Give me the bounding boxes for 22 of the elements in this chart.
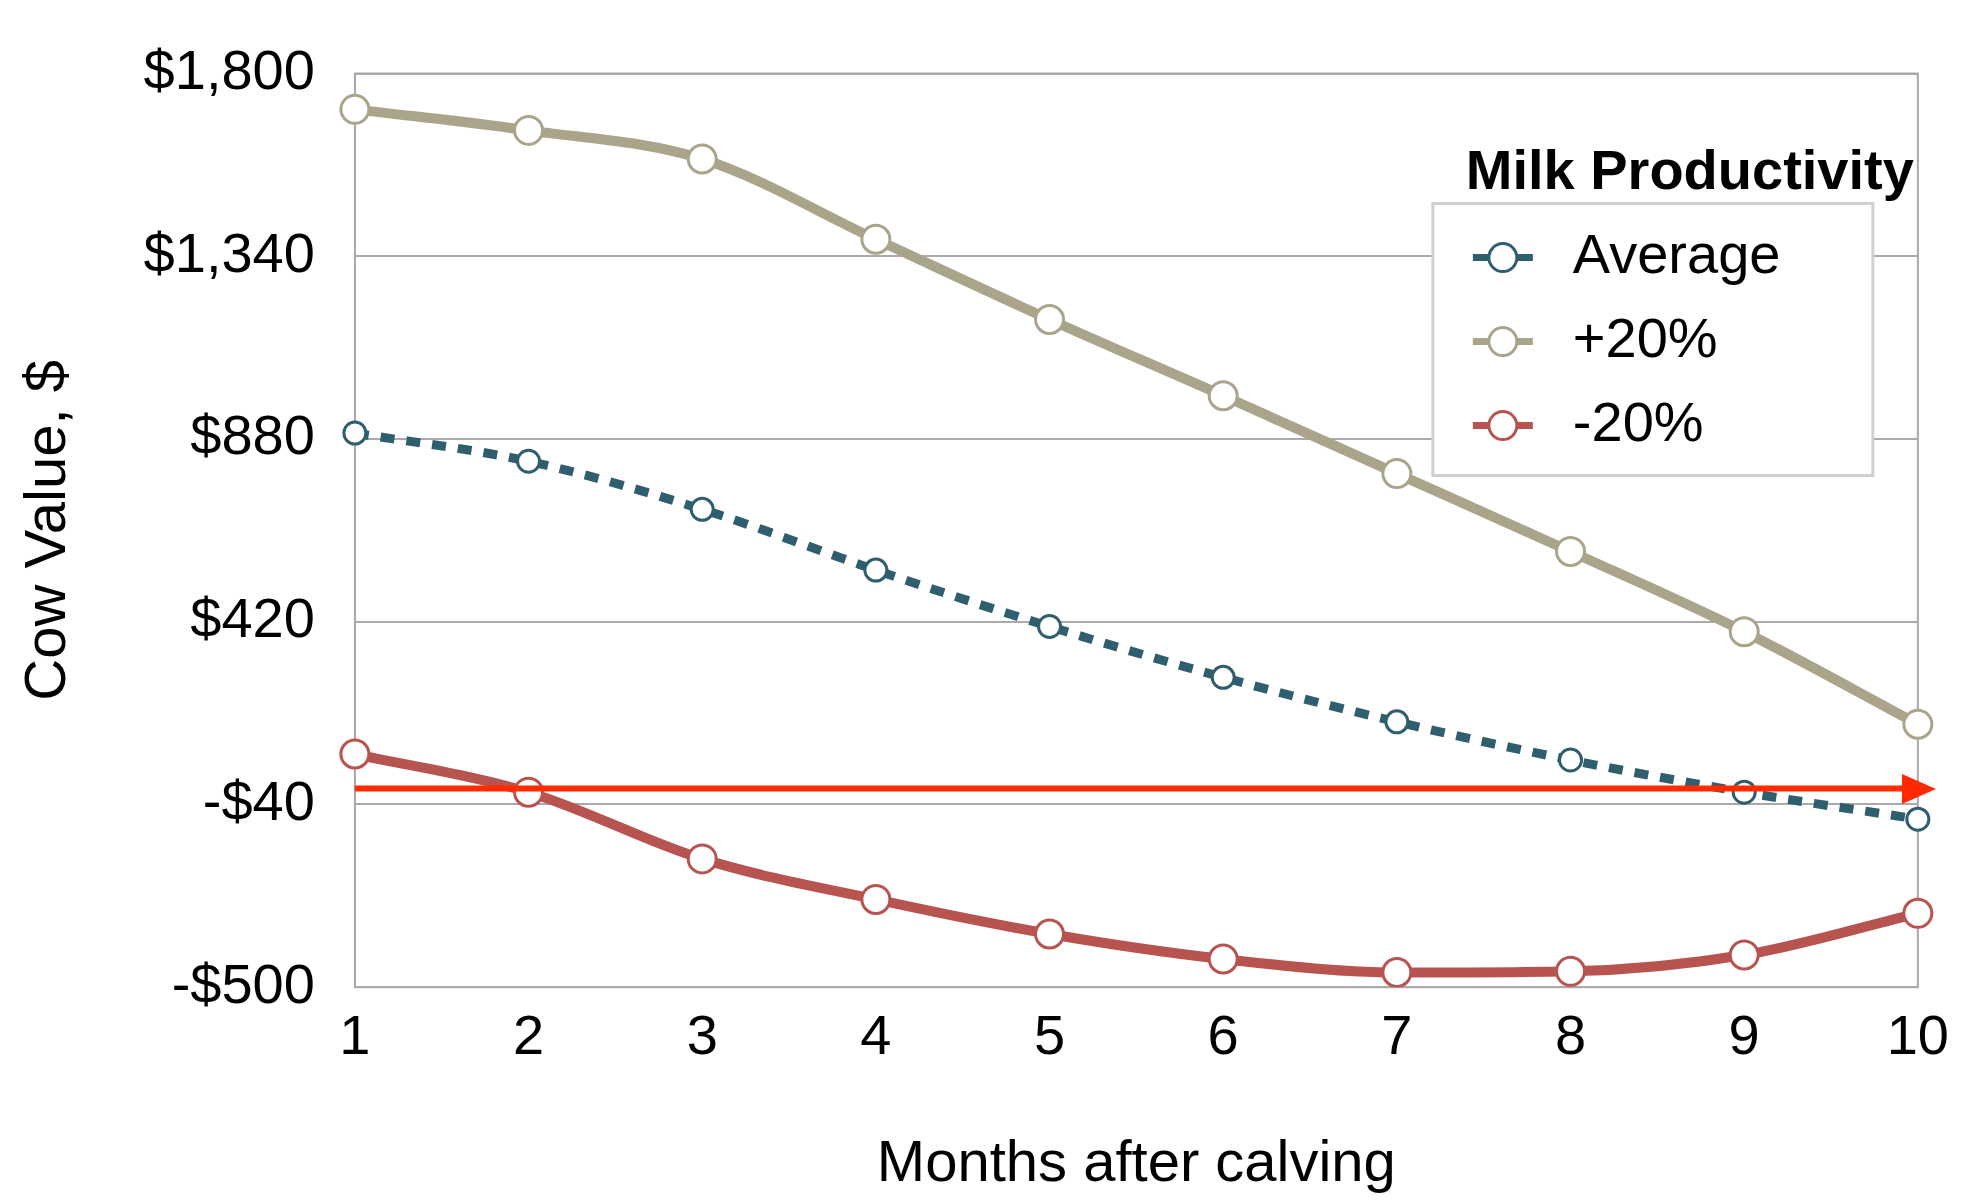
- legend-label: -20%: [1572, 390, 1704, 454]
- legend-label: +20%: [1572, 306, 1718, 370]
- y-tick-label: $1,800: [143, 38, 315, 102]
- x-tick-label: 8: [1554, 1003, 1587, 1067]
- x-tick-label: 6: [1207, 1003, 1239, 1067]
- legend-label: Average: [1572, 222, 1781, 286]
- y-tick-label: $880: [190, 403, 315, 467]
- y-tick-label: -$500: [171, 951, 315, 1015]
- x-tick-label: 2: [512, 1003, 545, 1067]
- x-tick-label: 4: [860, 1003, 892, 1067]
- x-tick-label: 3: [686, 1003, 718, 1067]
- y-tick-label: -$40: [202, 768, 315, 832]
- x-tick-label: 5: [1033, 1003, 1066, 1067]
- x-tick-label: 1: [339, 1003, 371, 1067]
- x-tick-label: 10: [1886, 1003, 1949, 1067]
- legend-title: Milk Productivity: [1465, 138, 1914, 202]
- x-tick-label: 7: [1381, 1003, 1413, 1067]
- x-axis-title: Months after calving: [876, 1128, 1396, 1194]
- x-tick-label: 9: [1728, 1003, 1760, 1067]
- y-tick-label: $420: [190, 586, 315, 650]
- y-tick-label: $1,340: [143, 220, 315, 284]
- y-axis-title: Cow Value, $: [11, 360, 77, 701]
